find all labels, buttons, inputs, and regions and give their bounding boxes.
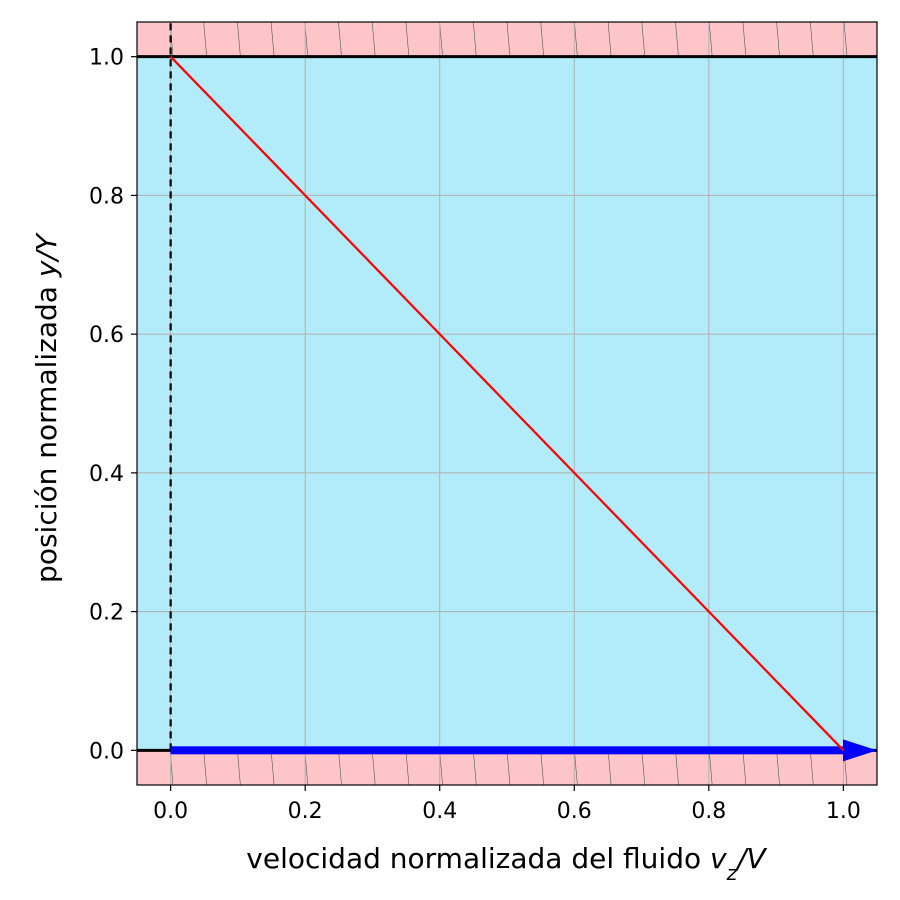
velocity-profile-line — [169, 55, 845, 752]
hatch-line — [574, 22, 578, 57]
y-tick-label: 0.6 — [89, 323, 124, 348]
hatch-line — [203, 750, 207, 785]
hatch-line — [506, 22, 511, 57]
hatch-line — [270, 22, 275, 57]
y-tick-label: 0.2 — [89, 601, 124, 626]
hatch-line — [473, 22, 477, 57]
hatch-line — [405, 22, 410, 57]
hatch-line — [708, 22, 713, 57]
hatch-line — [675, 22, 679, 57]
x-tick-label: 0.2 — [288, 799, 323, 824]
hatch-line — [776, 750, 780, 785]
hatch-line — [203, 22, 207, 57]
hatch-line — [405, 750, 410, 785]
hatch-line — [878, 750, 881, 785]
hatch-line — [338, 22, 342, 57]
hatch-line — [237, 750, 241, 785]
hatch-line — [776, 22, 780, 57]
hatch-line — [371, 22, 376, 57]
y-tick-label: 0.4 — [89, 462, 124, 487]
hatch-line — [473, 750, 477, 785]
hatch-line — [338, 750, 342, 785]
hatch-line — [708, 750, 713, 785]
hatch-line — [371, 750, 376, 785]
hatch-line — [843, 22, 848, 57]
hatch-line — [540, 22, 544, 57]
hatch-line — [270, 750, 275, 785]
hatch-line — [742, 750, 747, 785]
x-axis-label: velocidad normalizada del fluido vz/V — [246, 842, 767, 885]
hatch-line — [810, 750, 814, 785]
hatch-line — [506, 750, 511, 785]
hatch-line — [641, 22, 646, 57]
hatch-line — [810, 22, 814, 57]
hatch-line — [878, 22, 881, 57]
hatch-line — [607, 750, 612, 785]
hatch-line — [237, 22, 241, 57]
y-tick-label: 0.0 — [89, 739, 124, 764]
x-tick-label: 1.0 — [826, 799, 861, 824]
wall-velocity-arrow-shaft — [170, 746, 844, 755]
x-tick-label: 0.8 — [691, 799, 726, 824]
hatch-line — [675, 750, 679, 785]
x-tick-label: 0.0 — [153, 799, 188, 824]
y-axis-label: posición normalizada y/Y — [30, 232, 63, 583]
hatch-line — [641, 750, 646, 785]
hatch-line — [607, 22, 612, 57]
y-tick-label: 1.0 — [89, 46, 124, 71]
hatch-line — [742, 22, 747, 57]
bottom-wall — [137, 750, 877, 785]
x-tick-label: 0.6 — [557, 799, 592, 824]
x-tick-label: 0.4 — [422, 799, 457, 824]
hatch-line — [540, 750, 544, 785]
hatch-line — [574, 750, 578, 785]
top-wall — [137, 22, 877, 57]
wall-velocity-arrow-head — [843, 739, 877, 762]
plot-frame — [136, 21, 878, 786]
y-tick-label: 0.8 — [89, 184, 124, 209]
bottom-wall-hatch — [169, 750, 881, 785]
